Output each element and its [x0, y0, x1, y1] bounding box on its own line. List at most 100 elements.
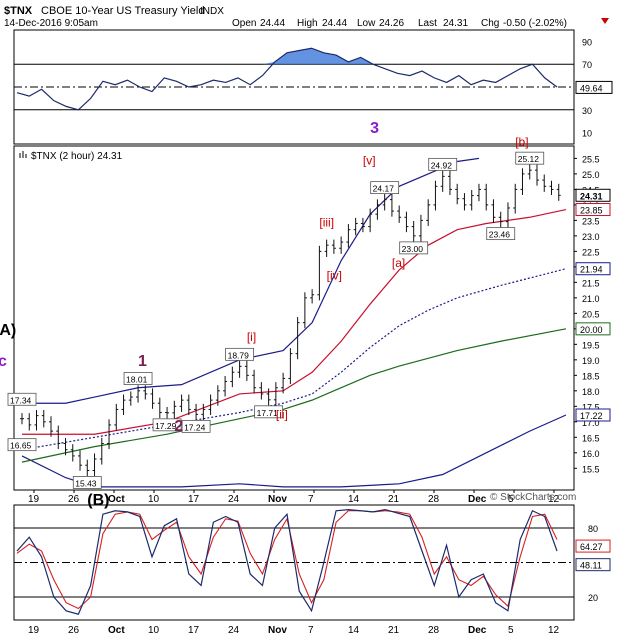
stoch-x-tick: 21 [388, 625, 400, 636]
wave-label: [iii] [319, 216, 334, 230]
stoch-x-tick: 14 [348, 625, 360, 636]
price-label: 24.92 [431, 160, 453, 170]
down-arrow-icon [601, 18, 609, 24]
rsi-last-value-box [575, 80, 613, 94]
high-label: High [297, 18, 318, 29]
price-x-tick: 17 [188, 494, 200, 505]
low-label: Low [357, 18, 376, 29]
open-label: Open [232, 18, 256, 29]
stoch-slow-line [16, 510, 558, 610]
stoch-x-tick: 7 [308, 625, 314, 636]
bar-legend-icon [19, 151, 27, 158]
price-x-tick: 10 [148, 494, 160, 505]
price-label-box [181, 419, 211, 433]
price-frame [13, 145, 575, 491]
stoch-x-tick: 10 [148, 625, 160, 636]
rsi-y-tick: 10 [582, 129, 592, 139]
price-label: 15.43 [75, 478, 97, 488]
price-x-tick: 21 [388, 494, 400, 505]
chg-label: Chg [481, 18, 499, 29]
price-x-tick: Oct [108, 494, 125, 505]
price-y-tick: 23.5 [582, 216, 600, 226]
price-x-tick: Dec [468, 494, 487, 505]
stoch-value-tag-box [575, 558, 611, 572]
stoch-fast-line [16, 508, 558, 615]
price-label-box [486, 227, 516, 241]
price-label-box [7, 392, 37, 406]
wave-label: (A) [0, 322, 16, 339]
price-label-box [428, 157, 458, 171]
wave-label: [b] [515, 135, 528, 149]
wave-label: 1 [138, 353, 147, 370]
price-y-tick: 16.5 [582, 433, 600, 443]
price-y-tick: 25.0 [582, 170, 600, 180]
price-y-tick: 22.5 [582, 247, 600, 257]
stoch-x-tick: 24 [228, 625, 240, 636]
price-label: 17.24 [184, 422, 206, 432]
price-label: 23.00 [402, 244, 424, 254]
chart-header: $TNX CBOE 10-Year US Treasury Yield INDX… [4, 5, 609, 29]
low-value: 24.26 [379, 18, 404, 29]
price-y-tick: 15.5 [582, 464, 600, 474]
price-x-tick: 28 [428, 494, 440, 505]
stoch-x-tick: 12 [548, 625, 560, 636]
symbol: $TNX [4, 5, 33, 17]
rsi-y-tick: 70 [582, 60, 592, 70]
wave-label: 2 [174, 418, 183, 435]
price-y-tick: 17.0 [582, 418, 600, 428]
price-x-tick: 5 [508, 494, 514, 505]
wave-label: c [0, 353, 7, 370]
price-label: 25.12 [518, 154, 540, 164]
rsi-line [16, 47, 558, 111]
price-y-tick: 17.5 [582, 402, 600, 412]
stoch-x-tick: Nov [268, 625, 287, 636]
last-label: Last [418, 18, 437, 29]
watermark: © StockCharts.com [490, 492, 576, 503]
price-value-tag: 24.31 [580, 191, 603, 201]
price-label: 17.29 [155, 421, 177, 431]
price-value-tag: 21.94 [580, 265, 603, 275]
red-moving-average [22, 208, 567, 435]
high-value: 24.44 [322, 18, 347, 29]
price-y-tick: 20.5 [582, 309, 600, 319]
price-y-tick: 25.5 [582, 154, 600, 164]
price-x-tick: 26 [68, 494, 80, 505]
price-value-tag-box [575, 203, 611, 217]
stoch-x-tick: 19 [28, 625, 40, 636]
price-y-tick: 16.0 [582, 449, 600, 459]
price-label: 24.17 [373, 184, 395, 194]
price-value-tag-box [575, 408, 611, 422]
rsi-overbought-fill [17, 48, 557, 65]
price-label-box [152, 418, 182, 432]
price-label: 23.46 [489, 230, 511, 240]
price-value-tag: 23.85 [580, 206, 603, 216]
price-label-box [254, 405, 284, 419]
price-label-box [72, 476, 102, 489]
price-label-box [399, 241, 429, 255]
price-value-tag-box [575, 322, 611, 336]
price-label: 18.01 [126, 375, 148, 385]
price-x-tick: 12 [548, 494, 560, 505]
price-y-tick: 18.0 [582, 387, 600, 397]
price-y-tick: 19.5 [582, 340, 600, 350]
price-x-tick: 24 [228, 494, 240, 505]
price-label-box [370, 181, 400, 195]
stoch-x-tick: 28 [428, 625, 440, 636]
wave-label: [i] [247, 330, 256, 344]
rsi-y-tick: 90 [582, 37, 592, 47]
last-value: 24.31 [443, 18, 468, 29]
price-x-tick: 14 [348, 494, 360, 505]
stoch-x-tick: 26 [68, 625, 80, 636]
wave-label: [iv] [327, 268, 342, 282]
price-y-tick: 18.5 [582, 371, 600, 381]
price-x-tick: 19 [28, 494, 40, 505]
stoch-value-tag: 64.27 [580, 542, 603, 552]
price-value-tag-box [575, 188, 611, 202]
stochastic-panel: 80502064.2748.111926Oct101724Nov7142128D… [13, 504, 611, 636]
stoch-x-tick: Dec [468, 625, 487, 636]
wave-label: (B) [87, 492, 109, 509]
stoch-x-tick: 5 [508, 625, 514, 636]
price-value-tag: 20.00 [580, 325, 603, 335]
price-label: 16.65 [10, 441, 32, 451]
